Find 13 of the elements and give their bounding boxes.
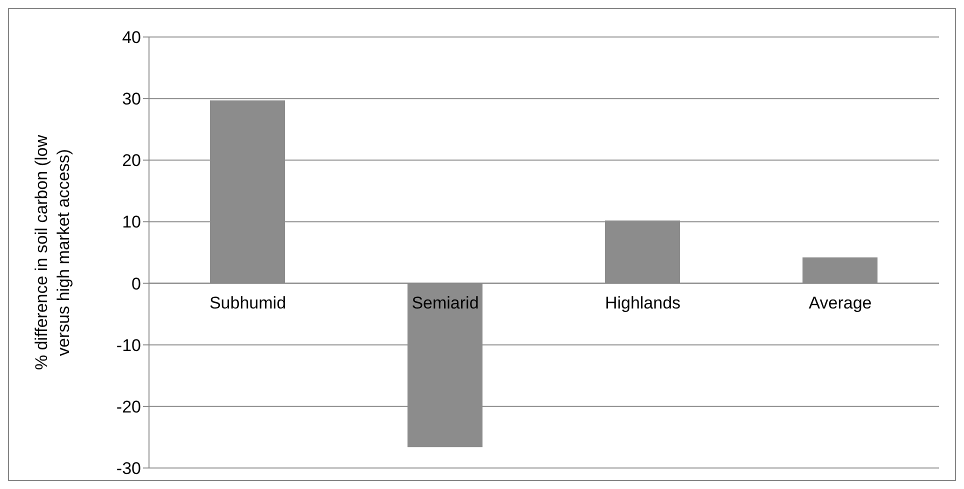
y-tick-label: 0 (132, 274, 141, 294)
y-tick-label: 10 (122, 212, 141, 232)
x-tick-label: Highlands (604, 293, 681, 312)
x-tick-label: Subhumid (209, 293, 286, 312)
y-tick-label: -10 (116, 336, 141, 355)
y-tick-label: 20 (122, 151, 141, 170)
y-tick-label: 40 (122, 28, 141, 48)
y-tick-label: -20 (116, 397, 141, 416)
y-tick-label: -30 (116, 459, 141, 478)
x-tick-label: Semiarid (412, 293, 479, 312)
x-tick-label: Average (808, 293, 872, 312)
y-axis-title: % difference in soil carbon (low versus high market access) (32, 134, 73, 370)
y-tick-label: 30 (122, 90, 141, 109)
